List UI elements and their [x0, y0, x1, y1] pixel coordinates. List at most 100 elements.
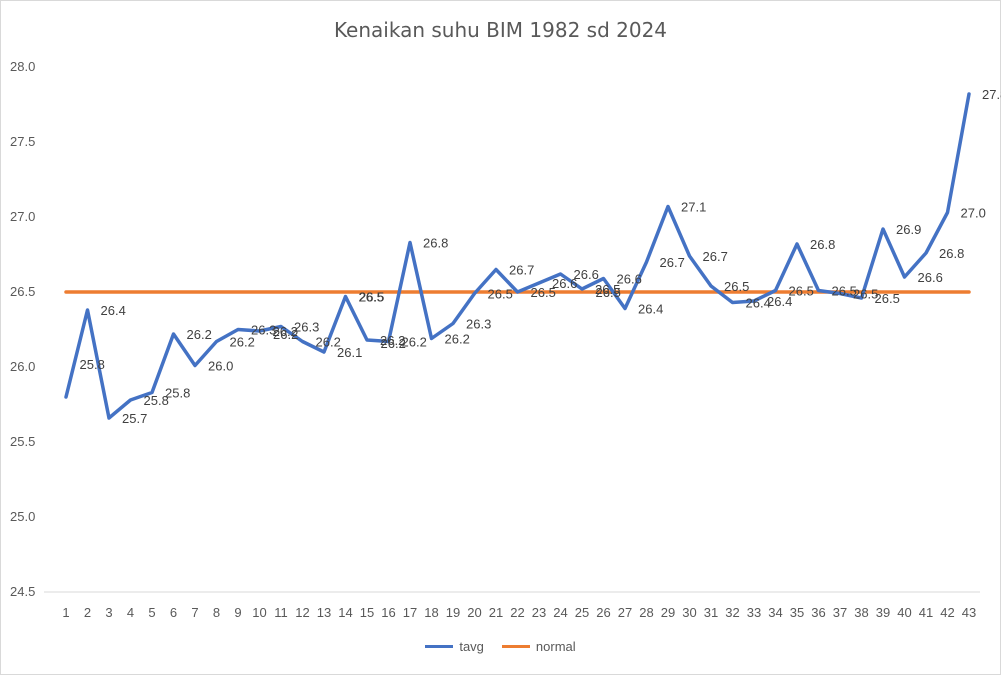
x-tick-label: 20	[467, 605, 481, 620]
y-tick-label: 27.0	[10, 209, 35, 224]
x-tick-label: 22	[510, 605, 524, 620]
data-label: 26.5	[789, 284, 814, 299]
legend-swatch-normal	[501, 645, 530, 648]
data-label: 25.7	[122, 411, 147, 426]
data-label: 26.5	[595, 282, 620, 297]
data-label: 26.2	[316, 335, 341, 350]
x-tick-label: 16	[381, 605, 395, 620]
data-label: 26.3	[466, 317, 491, 332]
data-label: 26.2	[230, 335, 255, 350]
x-tick-label: 38	[854, 605, 868, 620]
data-label: 27.8	[982, 87, 1001, 102]
data-label: 26.4	[767, 294, 792, 309]
data-label: 26.8	[810, 237, 835, 252]
y-axis: 24.5 25.0 25.5 26.0 26.5 27.0 27.5 28.0	[10, 59, 35, 599]
x-tick-label: 8	[213, 605, 220, 620]
x-tick-label: 31	[704, 605, 718, 620]
x-tick-label: 7	[191, 605, 198, 620]
x-tick-label: 43	[962, 605, 976, 620]
data-label: 25.8	[165, 386, 190, 401]
x-tick-label: 14	[338, 605, 352, 620]
x-tick-label: 11	[274, 605, 288, 620]
data-label: 26.6	[617, 272, 642, 287]
data-label: 27.0	[961, 206, 986, 221]
data-label: 25.8	[80, 357, 105, 372]
x-tick-label: 30	[682, 605, 696, 620]
data-label: 26.2	[445, 332, 470, 347]
x-tick-label: 26	[596, 605, 610, 620]
legend-swatch-tavg	[425, 645, 454, 648]
legend-item-normal: normal	[501, 639, 576, 654]
y-tick-label: 26.0	[10, 359, 35, 374]
data-label: 26.6	[574, 267, 599, 282]
x-tick-label: 23	[532, 605, 546, 620]
legend-item-tavg: tavg	[425, 639, 484, 654]
x-tick-label: 35	[790, 605, 804, 620]
x-tick-label: 36	[811, 605, 825, 620]
data-label: 26.2	[273, 324, 298, 339]
x-tick-label: 12	[295, 605, 309, 620]
data-label: 26.1	[337, 345, 362, 360]
data-label: 26.4	[746, 296, 771, 311]
data-label: 26.2	[380, 333, 405, 348]
x-tick-label: 18	[424, 605, 438, 620]
x-tick-label: 13	[317, 605, 331, 620]
x-tick-label: 39	[876, 605, 890, 620]
x-tick-label: 33	[747, 605, 761, 620]
x-axis: 1 2 3 4 5 6 7 8 9 10 11 12 13 14 15 16 17 18 19 20 21 22 23 24 2…	[44, 591, 980, 620]
data-label: 26.2	[187, 327, 212, 342]
data-label: 27.1	[681, 200, 706, 215]
x-tick-label: 5	[148, 605, 155, 620]
data-label: 26.5	[531, 285, 556, 300]
legend-label-tavg: tavg	[459, 639, 484, 654]
data-label: 26.3	[251, 323, 276, 338]
data-label: 26.2	[273, 327, 298, 342]
data-label: 26.7	[703, 249, 728, 264]
data-labels: 26.425.725.825.826.226.026.226.326.226.3…	[80, 87, 1001, 426]
data-label: 26.5	[832, 284, 857, 299]
data-label: 26.5	[359, 290, 384, 305]
x-tick-label: 34	[768, 605, 782, 620]
x-tick-label: 1	[62, 605, 69, 620]
data-label: 26.5	[724, 279, 749, 294]
legend: tavg normal	[0, 639, 1001, 654]
data-label: 26.8	[939, 246, 964, 261]
y-tick-label: 25.5	[10, 434, 35, 449]
x-tick-label: 2	[84, 605, 91, 620]
x-tick-label: 6	[170, 605, 177, 620]
x-tick-label: 9	[234, 605, 241, 620]
y-tick-label: 24.5	[10, 584, 35, 599]
data-label: 26.2	[381, 336, 406, 351]
x-tick-label: 32	[725, 605, 739, 620]
data-label: 26.6	[918, 270, 943, 285]
y-tick-label: 25.0	[10, 509, 35, 524]
data-label: 26.5	[488, 287, 513, 302]
x-tick-label: 10	[252, 605, 266, 620]
x-tick-label: 21	[489, 605, 503, 620]
chart-title: Kenaikan suhu BIM 1982 sd 2024	[333, 18, 668, 42]
x-tick-label: 4	[127, 605, 134, 620]
series-line-tavg	[64, 92, 971, 420]
data-label: 26.5	[596, 285, 621, 300]
x-tick-label: 15	[360, 605, 374, 620]
data-label: 26.8	[423, 236, 448, 251]
x-tick-label: 37	[833, 605, 847, 620]
x-tick-label: 19	[446, 605, 460, 620]
data-label: 26.3	[294, 320, 319, 335]
data-label: 26.5	[853, 287, 878, 302]
x-tick-label: 41	[919, 605, 933, 620]
data-label: 26.7	[660, 255, 685, 270]
data-label: 26.4	[101, 303, 126, 318]
x-tick-label: 3	[105, 605, 112, 620]
data-label: 26.9	[896, 222, 921, 237]
data-label: 25.8	[144, 393, 169, 408]
data-label: 26.0	[208, 359, 233, 374]
data-label: 26.2	[402, 335, 427, 350]
y-tick-label: 26.5	[10, 284, 35, 299]
x-tick-label: 24	[553, 605, 567, 620]
data-label: 26.7	[509, 263, 534, 278]
data-label: 26.6	[552, 276, 577, 291]
x-tick-label: 28	[639, 605, 653, 620]
